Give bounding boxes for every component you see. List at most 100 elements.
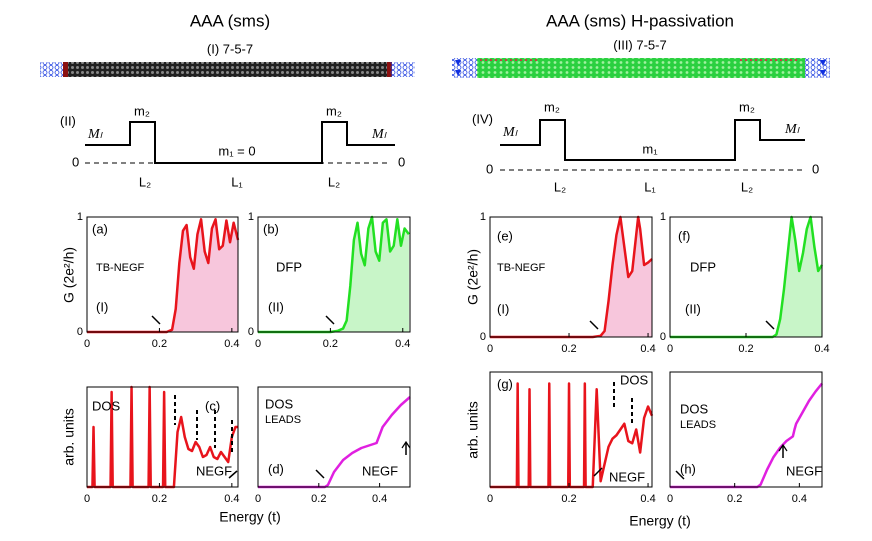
panel-text: (g) xyxy=(497,376,513,391)
y-tick-label: 1 xyxy=(660,211,666,223)
panel-text: DFP xyxy=(690,259,716,274)
y-tick-label: 0 xyxy=(480,331,486,343)
title: AAA (sms) H-passivation xyxy=(546,11,734,30)
y-tick-label: 1 xyxy=(248,211,254,223)
x-tick-label: 0 xyxy=(667,493,673,505)
profile-diagram xyxy=(85,119,805,171)
level-label: m₂ xyxy=(326,103,342,118)
ribbon xyxy=(452,58,830,78)
level-label: Mₗ xyxy=(371,127,388,142)
x-tick-label: 0.2 xyxy=(323,338,338,350)
panel-text: (h) xyxy=(680,461,696,476)
panel-text: DOS xyxy=(620,372,649,387)
panel-text: DOS xyxy=(265,396,294,411)
y-axis-label: arb. units xyxy=(61,408,77,466)
panel-text: LEADS xyxy=(265,414,301,426)
plot-frame xyxy=(669,371,823,488)
x-tick-label: 0.4 xyxy=(792,493,807,505)
area xyxy=(258,217,409,332)
curve xyxy=(258,396,411,489)
curve xyxy=(670,215,824,339)
panel-text: LEADS xyxy=(680,419,716,431)
panel-text: DOS xyxy=(680,401,709,416)
level-label: Mₗ xyxy=(87,127,104,142)
curve xyxy=(490,215,653,339)
x-tick-label: 0.4 xyxy=(224,338,239,350)
length-label: L₂ xyxy=(139,174,151,189)
curve xyxy=(87,218,240,334)
level-label: m₂ xyxy=(739,99,755,114)
x-tick-label: 0 xyxy=(255,493,261,505)
plot-frame xyxy=(489,371,653,488)
panel-text: DFP xyxy=(276,259,302,274)
panel-text: (II) xyxy=(268,299,284,314)
y-tick-label: 1 xyxy=(77,211,83,223)
annotations xyxy=(151,315,788,480)
level-label: Mₗ xyxy=(502,125,519,140)
x-tick-label: 0 xyxy=(487,343,493,355)
panel-text: (I) xyxy=(96,299,108,314)
plot-frame xyxy=(257,216,411,333)
x-tick-label: 0.2 xyxy=(561,343,576,355)
y-axis-label: G (2e²/h) xyxy=(61,247,77,303)
x-tick-label: 0.2 xyxy=(152,493,167,505)
level-label: m₂ xyxy=(134,103,150,118)
panel-text: (e) xyxy=(497,228,513,243)
diagram-label: (IV) xyxy=(472,111,493,126)
x-tick-label: 0.2 xyxy=(311,493,326,505)
curve xyxy=(87,385,238,489)
x-axis-label: Energy (t) xyxy=(219,509,280,525)
plot-frame xyxy=(257,386,411,488)
length-label: L₁ xyxy=(644,179,656,194)
x-tick-label: 0.4 xyxy=(640,493,655,505)
panel-text: TB-NEGF xyxy=(96,262,145,274)
panel-text: TB-NEGF xyxy=(497,262,546,274)
y-tick-label: 1 xyxy=(480,211,486,223)
panel-text: (c) xyxy=(205,398,220,413)
x-tick-label: 0 xyxy=(487,493,493,505)
x-tick-label: 0.2 xyxy=(561,493,576,505)
length-label: L₁ xyxy=(231,174,243,189)
x-tick-label: 0.2 xyxy=(738,343,753,355)
diagram-label: (II) xyxy=(60,113,76,128)
area xyxy=(670,217,822,337)
x-tick-label: 0 xyxy=(255,338,261,350)
plot-frame xyxy=(489,216,653,338)
y-axis-label: arb. units xyxy=(465,401,481,459)
x-tick-label: 0 xyxy=(84,493,90,505)
x-tick-label: 0.4 xyxy=(224,493,239,505)
x-tick-label: 0 xyxy=(84,338,90,350)
panel-text: NEGF xyxy=(786,463,822,478)
length-label: L₂ xyxy=(741,179,753,194)
panel-text: DOS xyxy=(92,398,121,413)
curve xyxy=(670,382,823,489)
level-label: 0 xyxy=(72,154,79,169)
x-tick-label: 0.2 xyxy=(727,493,742,505)
x-tick-label: 0.2 xyxy=(152,338,167,350)
panel-text: (a) xyxy=(92,221,108,236)
y-axis-label: G (2e²/h) xyxy=(465,249,481,305)
x-axis-label: Energy (t) xyxy=(629,513,690,529)
length-label: L₂ xyxy=(554,179,566,194)
panel-text: NEGF xyxy=(196,463,232,478)
panel-text: (b) xyxy=(263,221,279,236)
panel-text: (f) xyxy=(678,228,690,243)
level-label: m₁ xyxy=(642,141,658,156)
x-tick-label: 0.4 xyxy=(640,343,655,355)
level-label: m₂ xyxy=(544,99,560,114)
plot-frame xyxy=(86,216,239,333)
level-label: 0 xyxy=(398,154,405,169)
panel-text: (II) xyxy=(685,301,701,316)
level-label: Mₗ xyxy=(784,122,801,137)
y-tick-label: 0 xyxy=(77,326,83,338)
ribbon xyxy=(40,62,415,77)
title: AAA (sms) xyxy=(190,11,270,30)
y-tick-label: 0 xyxy=(660,331,666,343)
x-tick-label: 0.4 xyxy=(814,343,829,355)
curve xyxy=(258,215,410,334)
x-tick-label: 0 xyxy=(667,343,673,355)
panel-text: NEGF xyxy=(362,463,398,478)
x-tick-label: 0.4 xyxy=(395,338,410,350)
x-tick-label: 0.4 xyxy=(372,493,387,505)
